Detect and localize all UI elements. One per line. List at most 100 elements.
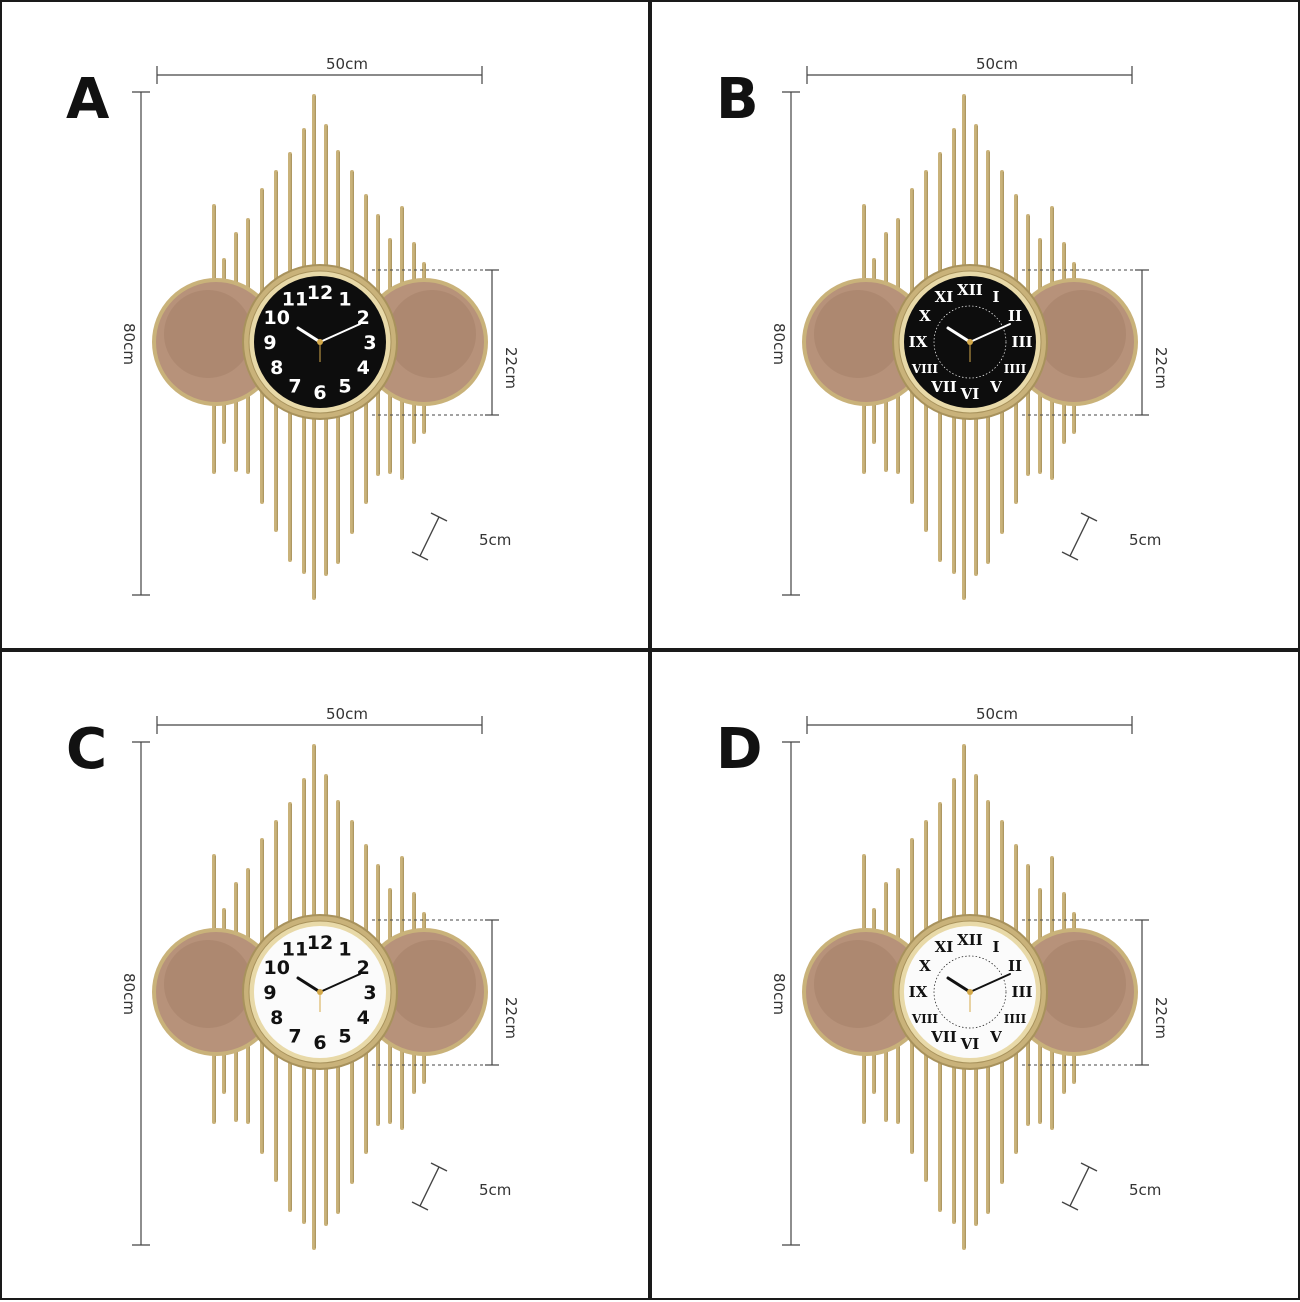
hour-hand bbox=[946, 976, 972, 994]
depth-dimension-tick bbox=[430, 1162, 448, 1172]
clock-numeral: VI bbox=[960, 385, 980, 403]
height-dimension-label: 80cm bbox=[770, 973, 788, 1015]
clock-numeral: 12 bbox=[307, 282, 333, 304]
right-mirror-disc-shade bbox=[1038, 940, 1126, 1028]
clock-numeral: IIII bbox=[1004, 362, 1027, 376]
left-mirror-disc-shade bbox=[164, 290, 252, 378]
depth-dimension-tick bbox=[1080, 512, 1098, 522]
clock-numeral: 2 bbox=[357, 957, 370, 979]
depth-dimension-line bbox=[419, 516, 440, 557]
clock-numeral: 1 bbox=[338, 939, 351, 961]
depth-dimension-line bbox=[1069, 1166, 1090, 1207]
clock-numeral: 6 bbox=[313, 1032, 326, 1054]
clock-numeral: 10 bbox=[263, 957, 289, 979]
clock-numeral: 2 bbox=[357, 307, 370, 329]
hour-hand bbox=[296, 976, 322, 994]
variant-panel-c[interactable]: C 50cm 80cm 12 1 2 3 4 5 6 7 8 9 10 11 22cm 5cm bbox=[0, 650, 650, 1300]
clock-numeral: II bbox=[1008, 307, 1022, 325]
clock-numeral: 12 bbox=[307, 932, 333, 954]
depth-dimension-tick bbox=[411, 551, 429, 561]
clock-numeral: V bbox=[989, 1028, 1002, 1046]
dial-inner-ring bbox=[933, 955, 1007, 1029]
height-dimension-label: 80cm bbox=[120, 973, 138, 1015]
clock-numeral: 6 bbox=[313, 382, 326, 404]
minute-hand bbox=[319, 323, 361, 343]
left-mirror-disc-shade bbox=[814, 290, 902, 378]
width-dimension-label: 50cm bbox=[326, 55, 368, 73]
left-mirror-disc-shade bbox=[164, 940, 252, 1028]
clock-numeral: VII bbox=[930, 378, 957, 396]
minute-hand bbox=[969, 323, 1011, 343]
clock-numeral: IIII bbox=[1004, 1012, 1027, 1026]
clock-numeral: 5 bbox=[338, 1025, 351, 1047]
depth-dimension-tick bbox=[430, 512, 448, 522]
clock-numeral: XI bbox=[935, 938, 954, 956]
depth-dimension-label: 5cm bbox=[479, 1181, 511, 1199]
depth-dimension-tick bbox=[1061, 551, 1079, 561]
clock-numeral: 7 bbox=[288, 1025, 301, 1047]
dial-dimension-label: 22cm bbox=[502, 997, 520, 1039]
height-dimension-label: 80cm bbox=[770, 323, 788, 365]
hour-hand bbox=[296, 326, 322, 344]
dial-dimension-label: 22cm bbox=[1152, 997, 1170, 1039]
clock-numeral: XII bbox=[957, 931, 983, 949]
height-dimension-label: 80cm bbox=[120, 323, 138, 365]
depth-dimension-line bbox=[1069, 516, 1090, 557]
dial-dimension-label: 22cm bbox=[502, 347, 520, 389]
dial-inner-ring bbox=[933, 305, 1007, 379]
hand-pivot bbox=[967, 989, 973, 995]
variant-letter: D bbox=[716, 717, 762, 782]
depth-dimension-label: 5cm bbox=[1129, 531, 1161, 549]
clock-numeral: IX bbox=[909, 333, 928, 351]
depth-dimension-tick bbox=[1061, 1201, 1079, 1211]
depth-dimension-label: 5cm bbox=[1129, 1181, 1161, 1199]
width-dimension-label: 50cm bbox=[326, 705, 368, 723]
hand-pivot bbox=[317, 989, 323, 995]
clock-numeral: 9 bbox=[263, 982, 276, 1004]
clock-numeral: 4 bbox=[357, 1007, 370, 1029]
clock-numeral: VI bbox=[960, 1035, 980, 1053]
clock-numeral: III bbox=[1011, 333, 1032, 351]
hand-pivot bbox=[317, 339, 323, 345]
clock-numeral: III bbox=[1011, 983, 1032, 1001]
clock-numeral: VII bbox=[930, 1028, 957, 1046]
clock-numeral: I bbox=[992, 288, 999, 306]
clock-numeral: 4 bbox=[357, 357, 370, 379]
width-dimension-label: 50cm bbox=[976, 55, 1018, 73]
depth-dimension-label: 5cm bbox=[479, 531, 511, 549]
clock-numeral: I bbox=[992, 938, 999, 956]
right-mirror-disc-shade bbox=[388, 940, 476, 1028]
dial-dimension-label: 22cm bbox=[1152, 347, 1170, 389]
right-mirror-disc-shade bbox=[388, 290, 476, 378]
variant-panel-a[interactable]: A 50cm 80cm 12 1 2 3 4 5 6 7 8 9 10 11 22cm 5cm bbox=[0, 0, 650, 650]
left-mirror-disc-shade bbox=[814, 940, 902, 1028]
variant-letter: C bbox=[66, 717, 107, 782]
depth-dimension-line bbox=[419, 1166, 440, 1207]
clock-numeral: 11 bbox=[282, 289, 308, 311]
variant-letter: A bbox=[66, 67, 110, 132]
hand-pivot bbox=[967, 339, 973, 345]
depth-dimension-tick bbox=[1080, 1162, 1098, 1172]
clock-numeral: XII bbox=[957, 281, 983, 299]
clock-numeral: VIII bbox=[911, 1012, 939, 1026]
clock-numeral: 8 bbox=[270, 357, 283, 379]
clock-numeral: 3 bbox=[363, 982, 376, 1004]
right-mirror-disc-shade bbox=[1038, 290, 1126, 378]
clock-numeral: 11 bbox=[282, 939, 308, 961]
clock-numeral: 10 bbox=[263, 307, 289, 329]
clock-numeral: II bbox=[1008, 957, 1022, 975]
clock-numeral: 5 bbox=[338, 375, 351, 397]
clock-numeral: 8 bbox=[270, 1007, 283, 1029]
clock-numeral: V bbox=[989, 378, 1002, 396]
variant-panel-b[interactable]: B 50cm 80cm XII I II III IIII V VI VII VIII IX X XI 22c… bbox=[650, 0, 1300, 650]
clock-numeral: 7 bbox=[288, 375, 301, 397]
clock-numeral: 9 bbox=[263, 332, 276, 354]
variant-panel-d[interactable]: D 50cm 80cm XII I II III IIII V VI VII VIII IX X XI 22c… bbox=[650, 650, 1300, 1300]
minute-hand bbox=[969, 973, 1011, 993]
clock-numeral: 3 bbox=[363, 332, 376, 354]
